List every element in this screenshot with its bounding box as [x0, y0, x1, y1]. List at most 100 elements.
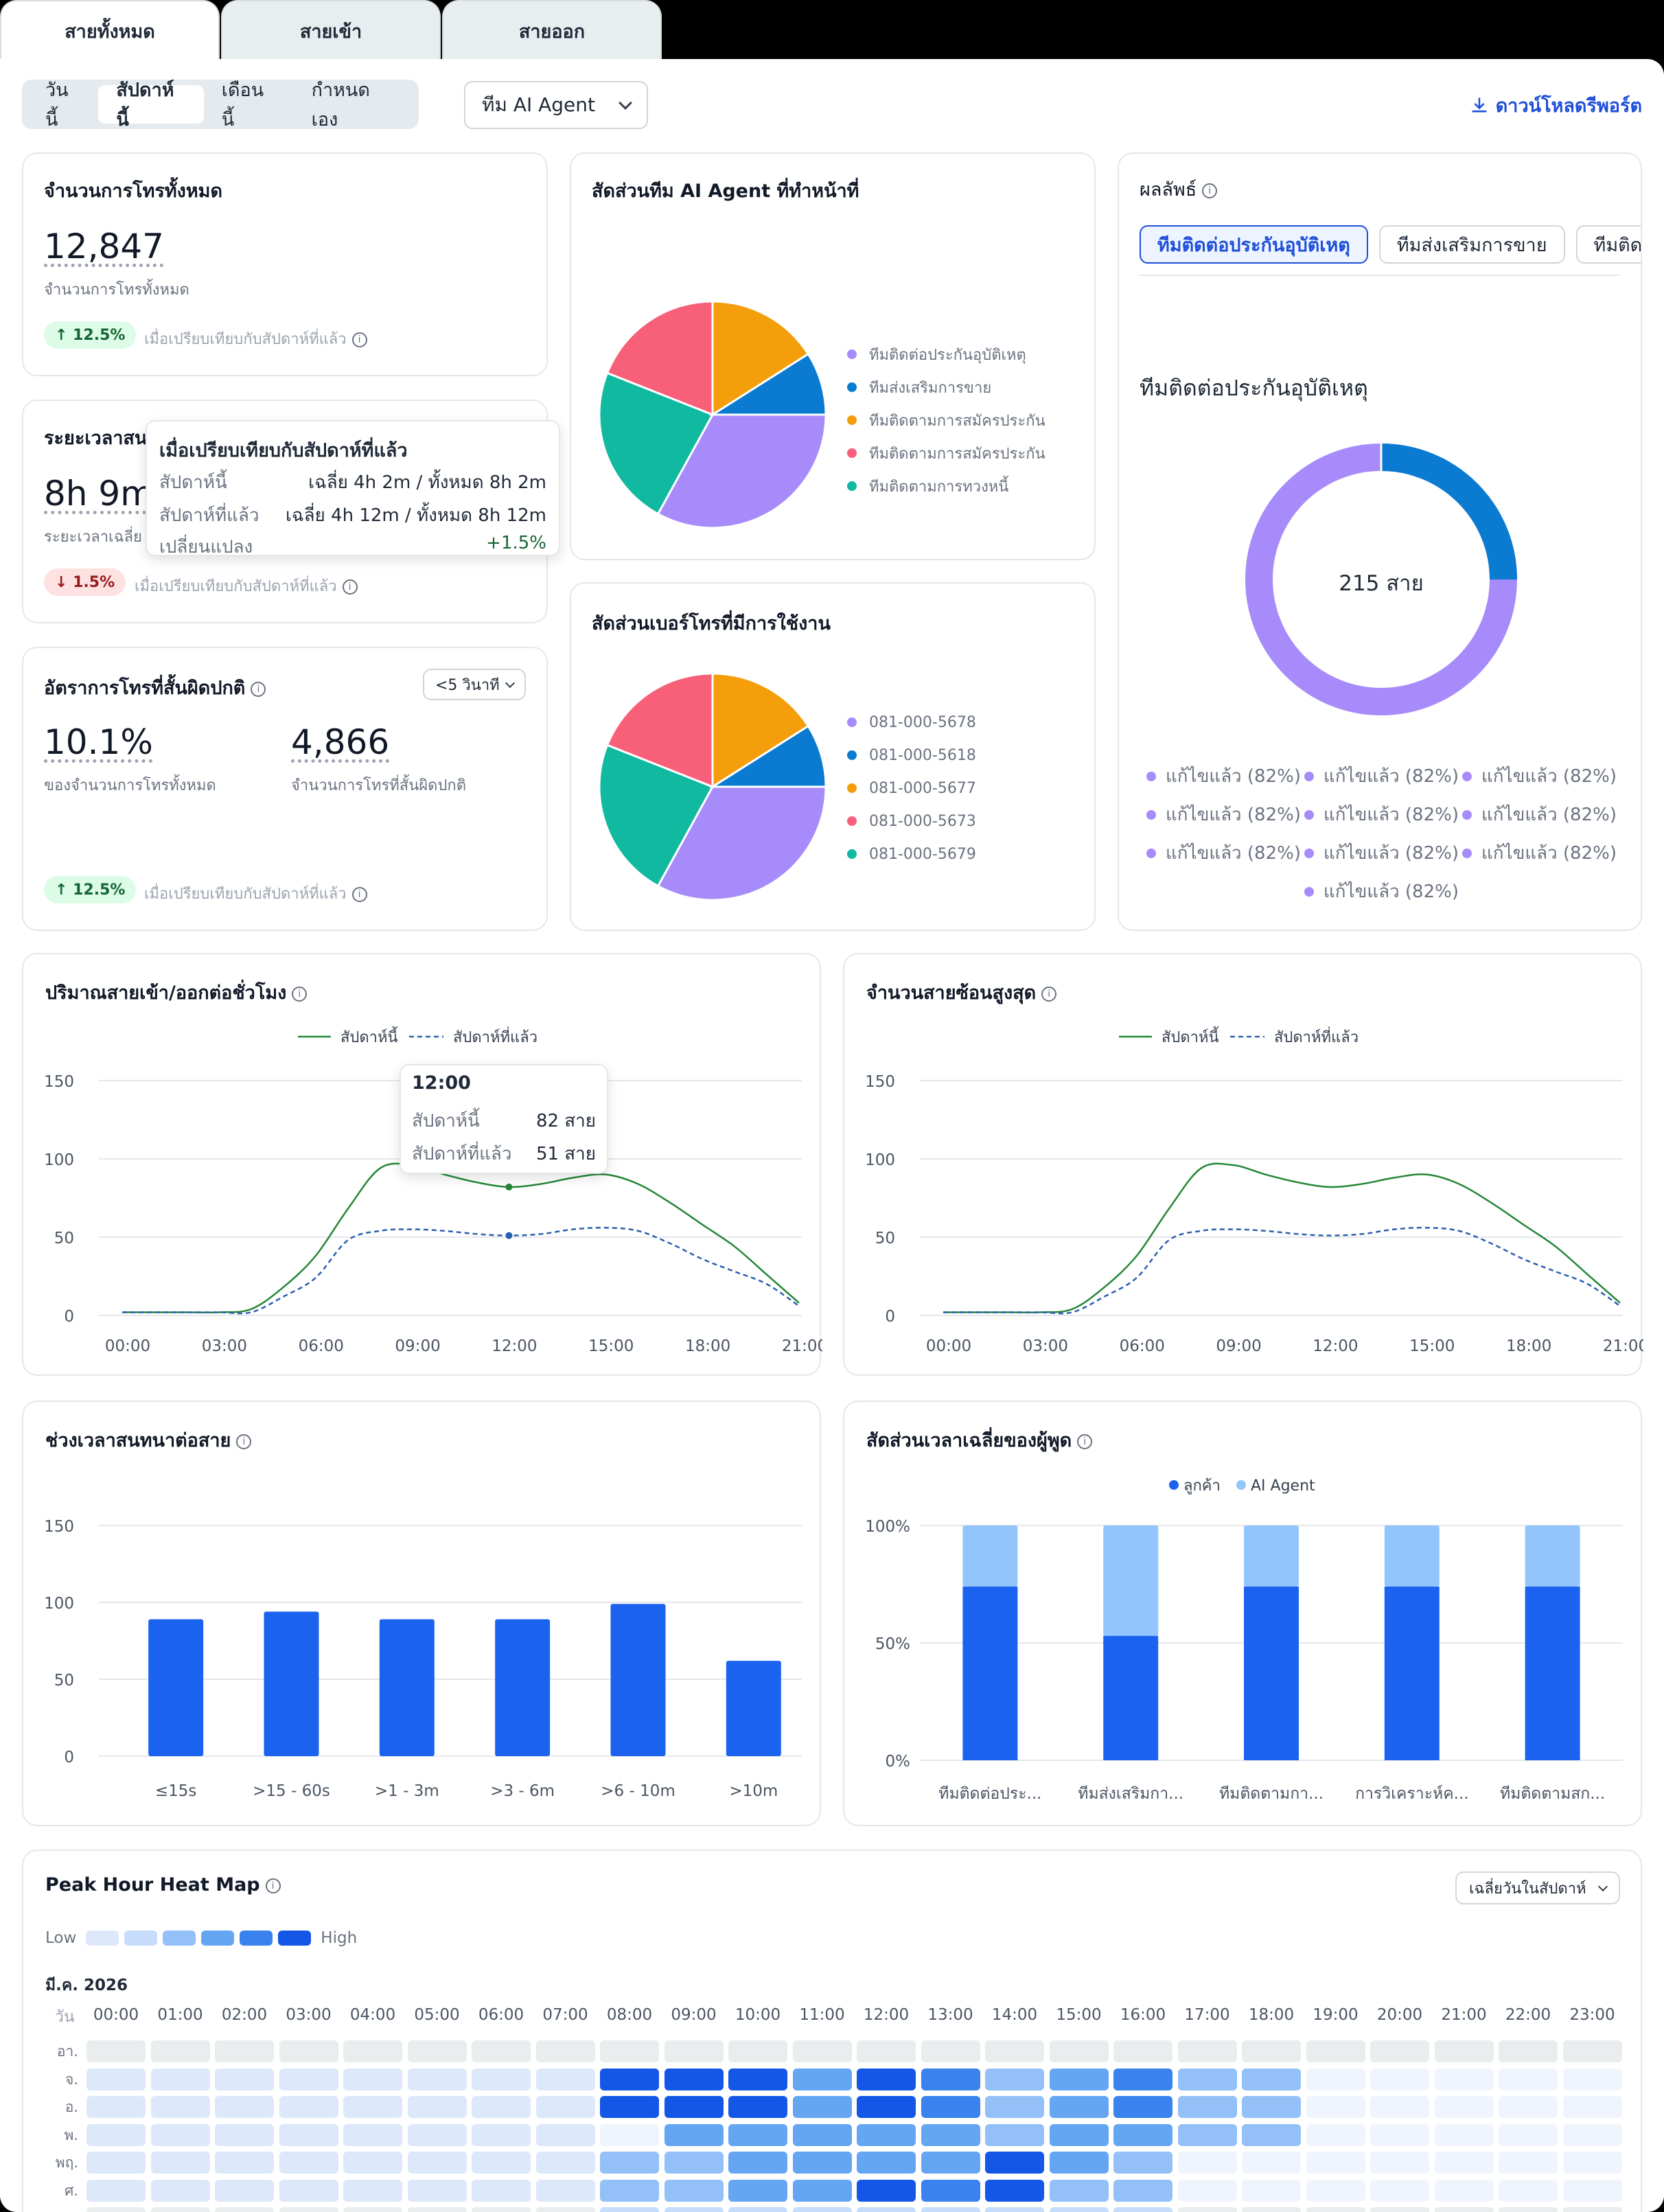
bar-ai-agent[interactable]	[962, 1525, 1018, 1587]
heatmap-cell[interactable]	[535, 2096, 595, 2118]
heatmap-cell[interactable]	[728, 2207, 787, 2212]
bar-customer[interactable]	[962, 1586, 1018, 1760]
heatmap-cell[interactable]	[1434, 2152, 1494, 2174]
heatmap-cell[interactable]	[1562, 2123, 1622, 2146]
heatmap-cell[interactable]	[1499, 2152, 1558, 2174]
heatmap-cell[interactable]	[407, 2152, 467, 2174]
heatmap-cell[interactable]	[1049, 2068, 1109, 2090]
pie-slice[interactable]	[598, 371, 715, 516]
heatmap-cell[interactable]	[1242, 2068, 1301, 2090]
heatmap-filter-select[interactable]: เฉลี่ยวันในสัปดาห์	[1455, 1871, 1620, 1904]
heatmap-cell[interactable]	[857, 2152, 916, 2174]
heatmap-cell[interactable]	[1049, 2179, 1109, 2202]
heatmap-cell[interactable]	[664, 2179, 724, 2202]
heatmap-cell[interactable]	[985, 2040, 1044, 2062]
heatmap-cell[interactable]	[472, 2152, 531, 2174]
heatmap-cell[interactable]	[1242, 2123, 1301, 2146]
heatmap-cell[interactable]	[1306, 2152, 1365, 2174]
heatmap-cell[interactable]	[1434, 2179, 1494, 2202]
info-icon[interactable]: i	[1202, 183, 1218, 198]
heatmap-cell[interactable]	[343, 2040, 402, 2062]
heatmap-cell[interactable]	[279, 2096, 338, 2118]
heatmap-cell[interactable]	[1177, 2040, 1237, 2062]
bar-customer[interactable]	[1103, 1635, 1159, 1760]
heatmap-cell[interactable]	[86, 2152, 146, 2174]
heatmap-cell[interactable]	[985, 2068, 1044, 2090]
heatmap-cell[interactable]	[535, 2207, 595, 2212]
heatmap-cell[interactable]	[985, 2179, 1044, 2202]
bar[interactable]	[610, 1604, 666, 1756]
heatmap-cell[interactable]	[1113, 2096, 1172, 2118]
heatmap-cell[interactable]	[1306, 2096, 1365, 2118]
heatmap-cell[interactable]	[600, 2068, 659, 2090]
heatmap-cell[interactable]	[150, 2123, 210, 2146]
heatmap-cell[interactable]	[664, 2040, 724, 2062]
heatmap-cell[interactable]	[86, 2179, 146, 2202]
bar-customer[interactable]	[1525, 1586, 1580, 1760]
heatmap-cell[interactable]	[857, 2123, 916, 2146]
heatmap-cell[interactable]	[86, 2123, 146, 2146]
heatmap-cell[interactable]	[1242, 2179, 1301, 2202]
heatmap-cell[interactable]	[664, 2152, 724, 2174]
pie-slice[interactable]	[598, 744, 715, 888]
heatmap-cell[interactable]	[600, 2123, 659, 2146]
heatmap-cell[interactable]	[279, 2068, 338, 2090]
bar-customer[interactable]	[1244, 1586, 1299, 1760]
heatmap-cell[interactable]	[792, 2096, 852, 2118]
heatmap-cell[interactable]	[215, 2123, 274, 2146]
heatmap-cell[interactable]	[1242, 2152, 1301, 2174]
heatmap-cell[interactable]	[792, 2179, 852, 2202]
pie-slice[interactable]	[711, 300, 810, 417]
heatmap-cell[interactable]	[1434, 2040, 1494, 2062]
heatmap-cell[interactable]	[1306, 2068, 1365, 2090]
bar-ai-agent[interactable]	[1103, 1525, 1159, 1636]
heatmap-cell[interactable]	[86, 2096, 146, 2118]
heatmap-cell[interactable]	[985, 2207, 1044, 2212]
heatmap-cell[interactable]	[343, 2068, 402, 2090]
heatmap-cell[interactable]	[664, 2207, 724, 2212]
heatmap-cell[interactable]	[535, 2123, 595, 2146]
heatmap-cell[interactable]	[1434, 2068, 1494, 2090]
results-tab-sales[interactable]: ทีมส่งเสริมการขาย	[1378, 225, 1565, 264]
heatmap-cell[interactable]	[279, 2179, 338, 2202]
heatmap-cell[interactable]	[1177, 2123, 1237, 2146]
heatmap-cell[interactable]	[921, 2179, 980, 2202]
heatmap-cell[interactable]	[1370, 2068, 1429, 2090]
heatmap-cell[interactable]	[407, 2123, 467, 2146]
heatmap-cell[interactable]	[150, 2152, 210, 2174]
period-custom[interactable]: กำหนดเอง	[311, 80, 370, 130]
heatmap-cell[interactable]	[1306, 2123, 1365, 2146]
bar[interactable]	[379, 1619, 435, 1756]
heatmap-cell[interactable]	[150, 2040, 210, 2062]
heatmap-cell[interactable]	[535, 2040, 595, 2062]
heatmap-cell[interactable]	[921, 2040, 980, 2062]
heatmap-cell[interactable]	[279, 2123, 338, 2146]
heatmap-cell[interactable]	[664, 2068, 724, 2090]
heatmap-cell[interactable]	[215, 2096, 274, 2118]
heatmap-cell[interactable]	[1499, 2096, 1558, 2118]
heatmap-cell[interactable]	[1562, 2207, 1622, 2212]
hover-point[interactable]	[505, 1232, 513, 1239]
heatmap-cell[interactable]	[1113, 2068, 1172, 2090]
bar[interactable]	[495, 1619, 551, 1756]
bar[interactable]	[264, 1611, 319, 1756]
heatmap-cell[interactable]	[1049, 2207, 1109, 2212]
period-this-week[interactable]: สัปดาห์นี้	[98, 80, 204, 130]
period-this-month[interactable]: เดือนนี้	[221, 80, 264, 130]
heatmap-cell[interactable]	[1306, 2207, 1365, 2212]
heatmap-cell[interactable]	[1562, 2152, 1622, 2174]
tab-all-calls[interactable]: สายทั้งหมด	[0, 0, 220, 60]
heatmap-cell[interactable]	[1434, 2207, 1494, 2212]
heatmap-cell[interactable]	[472, 2207, 531, 2212]
info-icon[interactable]: i	[1077, 1433, 1093, 1449]
heatmap-cell[interactable]	[472, 2123, 531, 2146]
heatmap-cell[interactable]	[1177, 2152, 1237, 2174]
heatmap-cell[interactable]	[1370, 2123, 1429, 2146]
heatmap-cell[interactable]	[343, 2152, 402, 2174]
bar-customer[interactable]	[1384, 1586, 1440, 1760]
bar-ai-agent[interactable]	[1525, 1525, 1580, 1587]
heatmap-cell[interactable]	[1434, 2123, 1494, 2146]
heatmap-cell[interactable]	[86, 2207, 146, 2212]
hover-point[interactable]	[505, 1184, 513, 1191]
heatmap-cell[interactable]	[1113, 2040, 1172, 2062]
